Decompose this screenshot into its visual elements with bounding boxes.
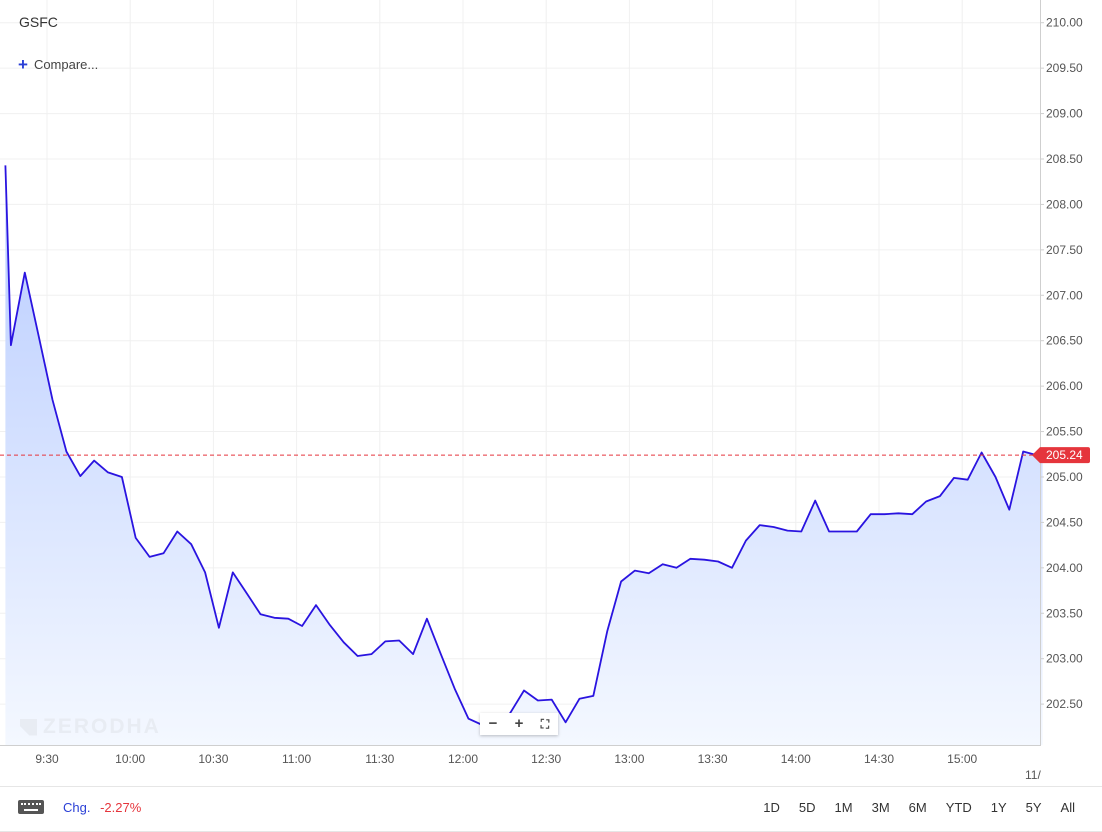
keyboard-icon[interactable] — [18, 800, 44, 814]
price-line — [4, 165, 1043, 726]
y-tick-label: 204.50 — [1046, 515, 1083, 529]
range-6m[interactable]: 6M — [908, 800, 927, 815]
y-tick-label: 207.00 — [1046, 288, 1083, 302]
y-tick-label: 203.00 — [1046, 652, 1083, 666]
zoom-controls: − + ⛶ — [480, 713, 558, 735]
x-tick-label: 10:00 — [115, 752, 145, 766]
y-tick-label: 205.50 — [1046, 425, 1083, 439]
x-tick-label: 11:00 — [282, 752, 311, 766]
compare-button[interactable]: + Compare... — [18, 56, 98, 73]
x-tick-label: 12:00 — [448, 752, 478, 766]
y-tick-label: 208.00 — [1046, 197, 1083, 211]
range-5y[interactable]: 5Y — [1025, 800, 1042, 815]
zoom-out-icon[interactable]: − — [488, 715, 498, 732]
current-price-label: 205.24 — [1046, 448, 1083, 462]
current-price-marker: 205.24 — [1032, 447, 1090, 464]
range-1m[interactable]: 1M — [834, 800, 853, 815]
change-label: Chg. — [63, 800, 91, 815]
y-tick-label: 206.50 — [1046, 334, 1083, 348]
zerodha-logo-icon — [20, 718, 37, 736]
y-tick-label: 207.50 — [1046, 243, 1083, 257]
y-tick-label: 205.00 — [1046, 470, 1083, 484]
x-tick-label: 12:30 — [531, 752, 561, 766]
x-axis: 9:30 10:00 10:30 11:00 11:30 12:00 12:30 13:00 1… — [35, 752, 1041, 782]
x-tick-label: 10:30 — [198, 752, 228, 766]
chart-footer: Chg. -2.27% 1D 5D 1M 3M 6M YTD 1Y 5Y All — [0, 786, 1102, 832]
x-tick-label: 14:30 — [864, 752, 894, 766]
fullscreen-icon[interactable]: ⛶ — [540, 717, 550, 731]
plus-icon: + — [18, 55, 28, 74]
y-axis: 210.00 209.50 209.00 208.50 208.00 207.50 207.… — [1040, 16, 1083, 711]
x-tick-label: 13:30 — [698, 752, 728, 766]
x-tick-label: 15:00 — [947, 752, 977, 766]
price-chart[interactable]: 210.00 209.50 209.00 208.50 208.00 207.50 207.… — [0, 0, 1102, 786]
y-tick-label: 202.50 — [1046, 697, 1083, 711]
change-value: -2.27% — [100, 800, 142, 815]
range-selector: 1D 5D 1M 3M 6M YTD 1Y 5Y All — [744, 800, 1075, 815]
watermark: ZERODHA — [20, 715, 161, 739]
y-tick-label: 209.50 — [1046, 61, 1083, 75]
x-tick-label: 14:00 — [781, 752, 811, 766]
range-3m[interactable]: 3M — [871, 800, 890, 815]
x-tick-label: 11/ — [1025, 768, 1041, 782]
range-5d[interactable]: 5D — [798, 800, 816, 815]
y-tick-label: 209.00 — [1046, 107, 1083, 121]
y-tick-label: 208.50 — [1046, 152, 1083, 166]
range-all[interactable]: All — [1060, 800, 1075, 815]
x-tick-label: 13:00 — [614, 752, 644, 766]
zoom-in-icon[interactable]: + — [514, 715, 524, 732]
range-1y[interactable]: 1Y — [990, 800, 1007, 815]
x-tick-label: 11:30 — [365, 752, 394, 766]
price-area — [5, 165, 1043, 745]
compare-label: Compare... — [33, 57, 99, 72]
y-tick-label: 203.50 — [1046, 606, 1083, 620]
range-ytd[interactable]: YTD — [945, 800, 972, 815]
change-indicator: Chg. -2.27% — [63, 800, 141, 815]
range-1d[interactable]: 1D — [763, 800, 780, 815]
symbol-label: GSFC — [19, 14, 58, 30]
x-tick-label: 9:30 — [35, 752, 59, 766]
y-tick-label: 206.00 — [1046, 379, 1083, 393]
y-tick-label: 204.00 — [1046, 561, 1083, 575]
y-tick-label: 210.00 — [1046, 16, 1083, 30]
watermark-text: ZERODHA — [43, 715, 161, 738]
